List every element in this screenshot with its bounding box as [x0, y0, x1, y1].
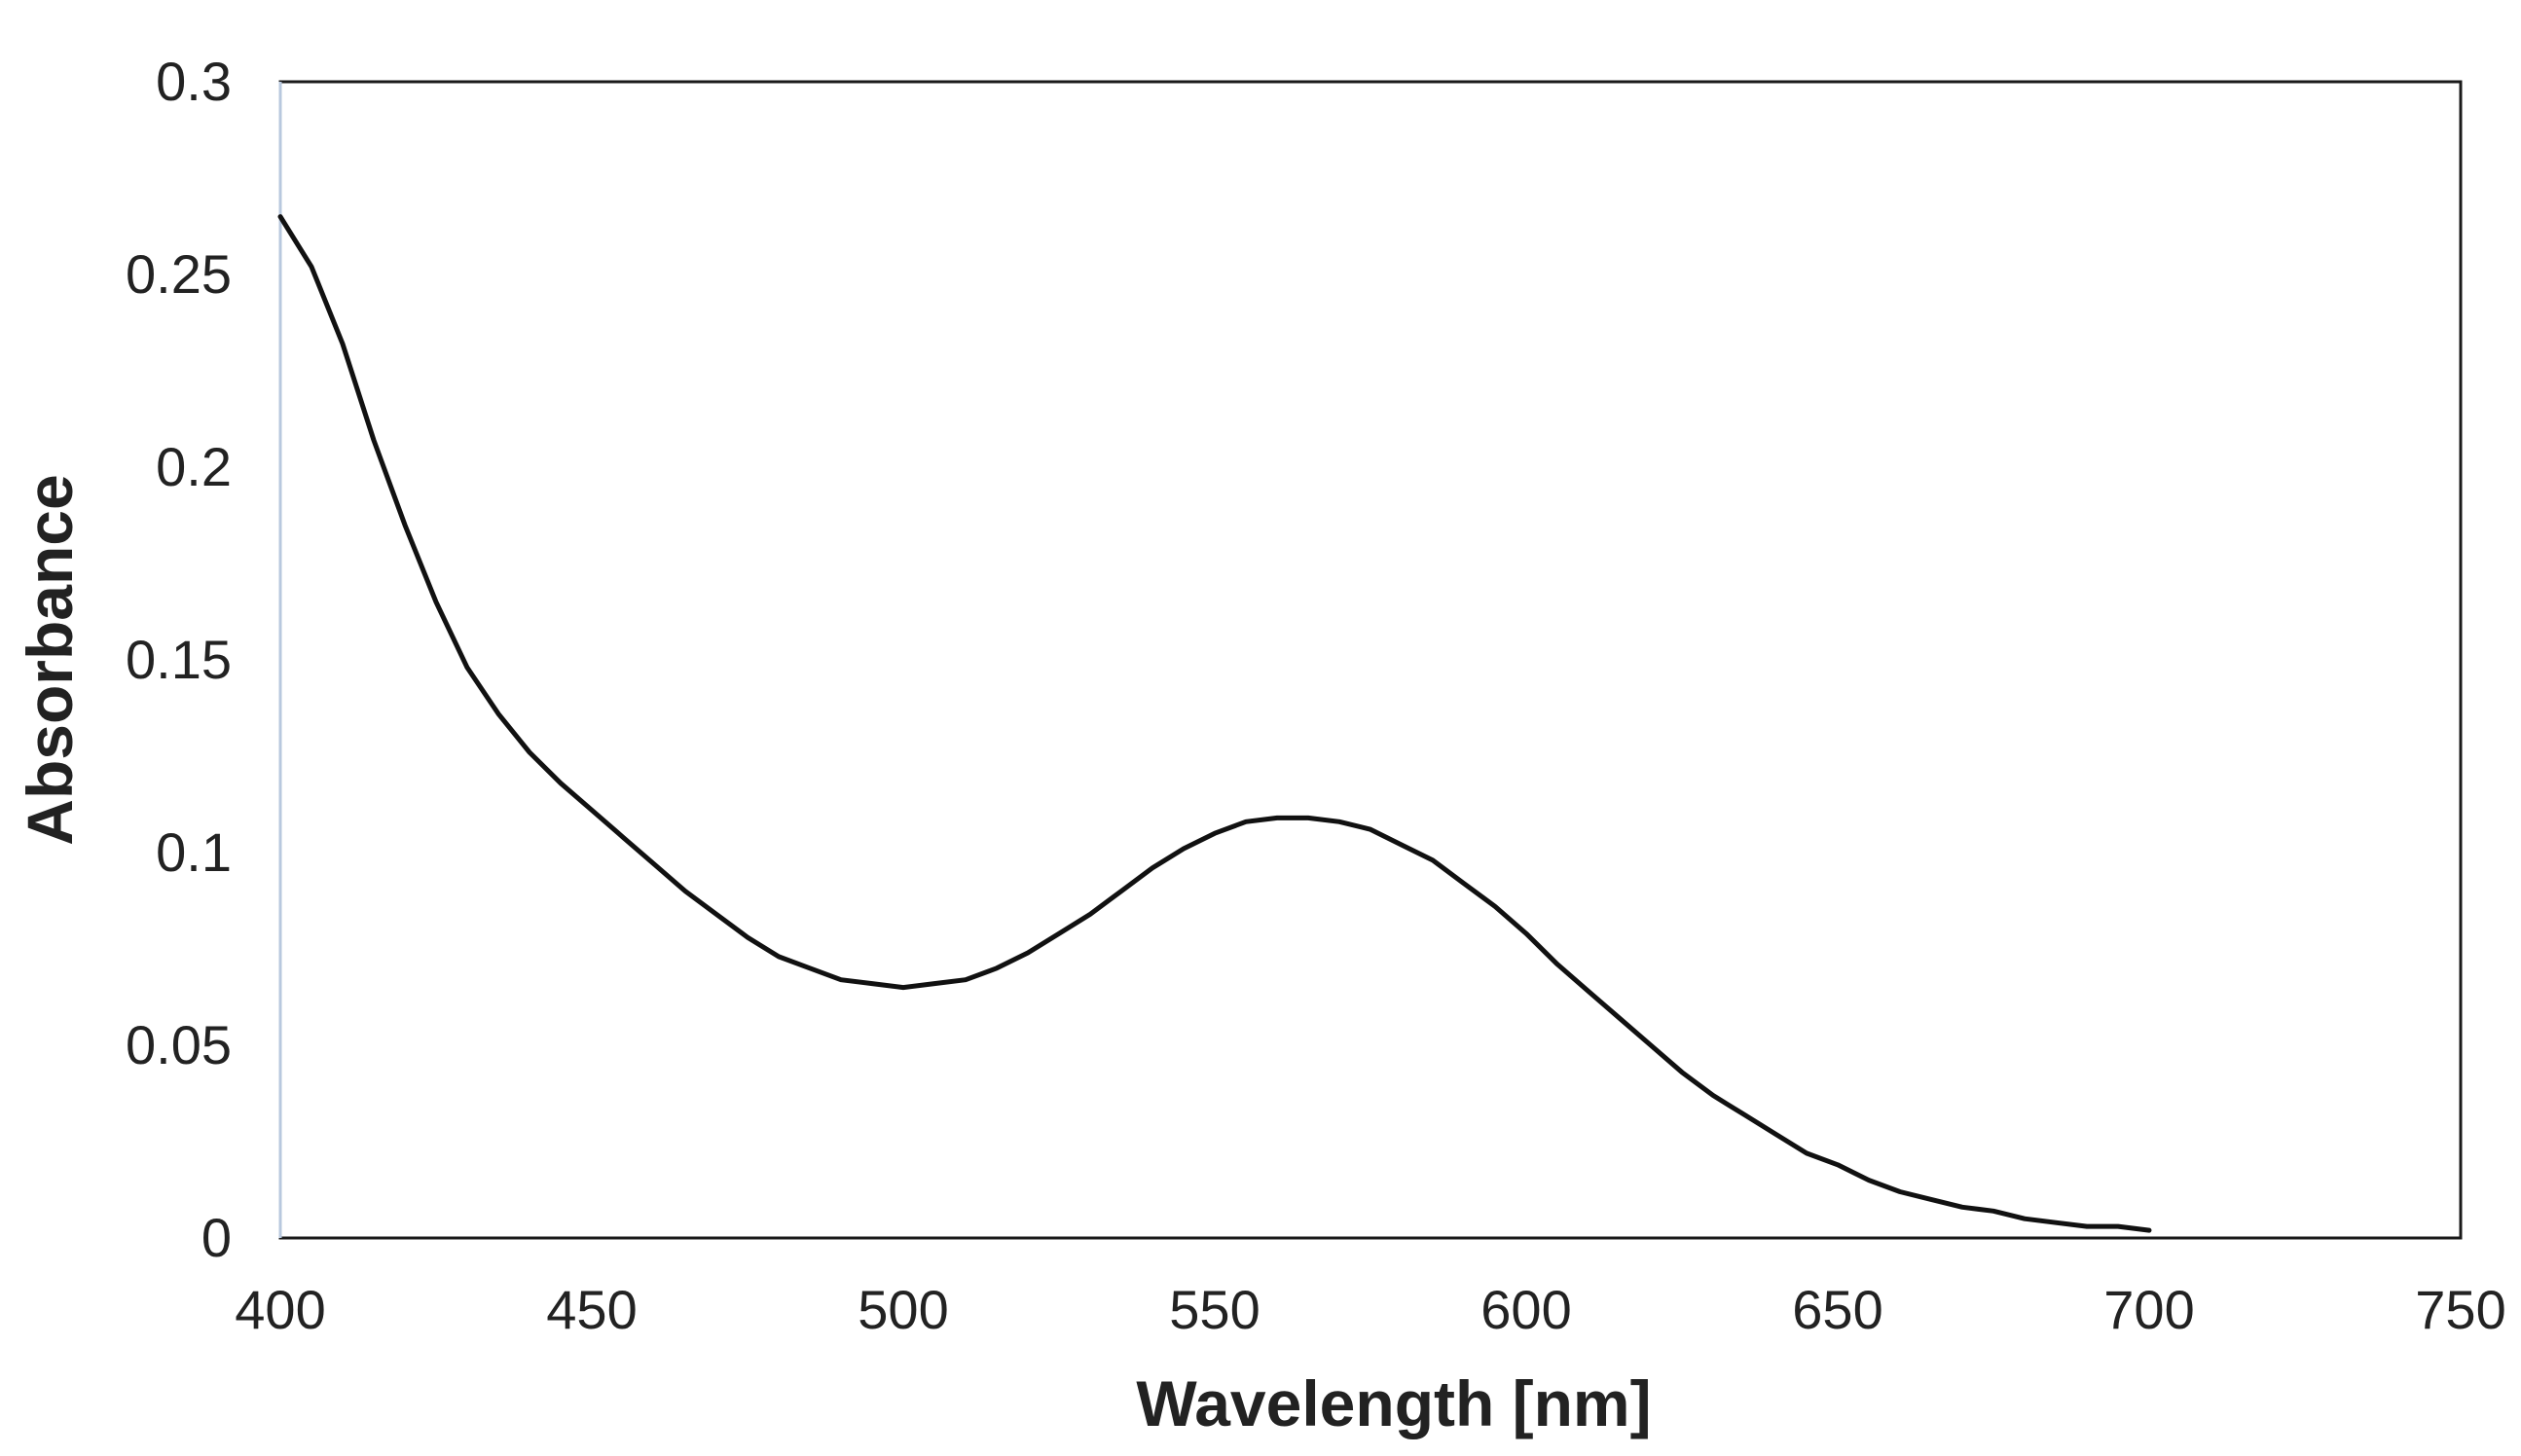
x-tick-label: 450	[546, 1279, 637, 1340]
y-tick-label: 0.15	[126, 629, 232, 690]
x-tick-labels: 400 450 500 550 600 650 700 750	[235, 1279, 2505, 1340]
plot-frame	[278, 80, 2463, 1240]
x-tick-label: 400	[235, 1279, 325, 1340]
y-tick-label: 0.2	[156, 436, 232, 497]
absorbance-series-line	[277, 214, 2152, 1233]
y-tick-label: 0.3	[156, 51, 232, 112]
y-tick-labels: 0 0.05 0.1 0.15 0.2 0.25 0.3	[126, 51, 232, 1268]
x-tick-label: 700	[2103, 1279, 2194, 1340]
y-tick-label: 0.1	[156, 821, 232, 883]
y-tick-label: 0.05	[126, 1014, 232, 1075]
x-tick-label: 550	[1169, 1279, 1260, 1340]
plot-area	[278, 80, 2463, 1240]
y-tick-label: 0.25	[126, 243, 232, 305]
y-tick-label: 0	[201, 1207, 232, 1268]
x-axis-title: Wavelength [nm]	[1136, 1367, 1651, 1439]
x-tick-label: 750	[2415, 1279, 2505, 1340]
x-tick-label: 500	[858, 1279, 948, 1340]
x-tick-label: 650	[1792, 1279, 1882, 1340]
y-axis-title: Absorbance	[14, 474, 86, 845]
x-tick-label: 600	[1480, 1279, 1571, 1340]
